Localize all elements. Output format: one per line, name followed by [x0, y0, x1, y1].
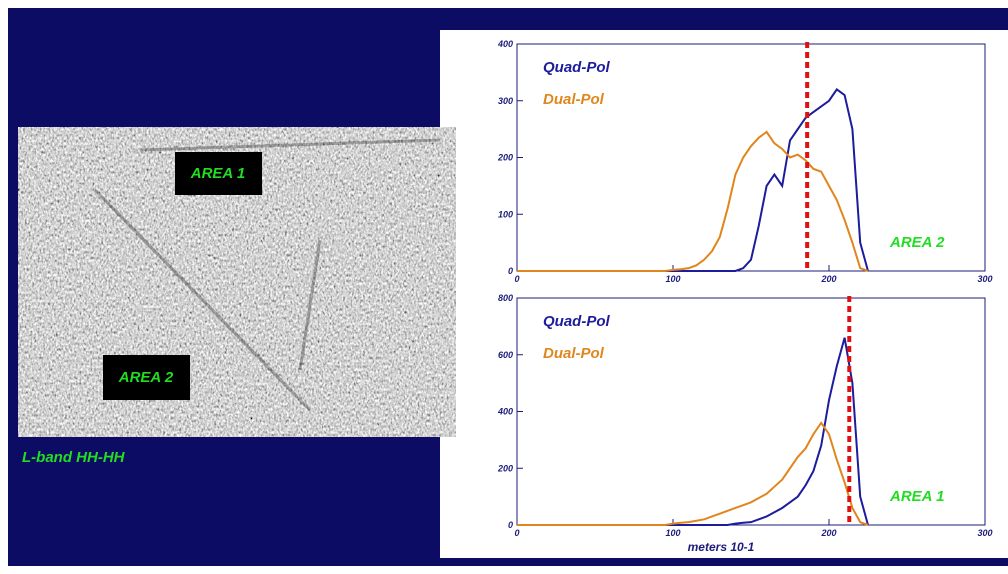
area-annotation: AREA 1 — [889, 488, 944, 505]
y-tick-label: 200 — [497, 153, 513, 163]
y-tick-label: 200 — [497, 463, 513, 473]
x-tick-label: 300 — [977, 528, 992, 538]
x-tick-label: 0 — [514, 528, 519, 538]
x-tick-label: 100 — [665, 528, 680, 538]
legend-entry: Quad-Pol — [543, 59, 610, 76]
legend-entry: Quad-Pol — [543, 313, 610, 330]
area-label: AREA 1 — [190, 165, 245, 182]
y-tick-label: 300 — [498, 96, 513, 106]
image-caption: L-band HH-HH — [22, 449, 126, 466]
y-tick-label: 600 — [498, 350, 513, 360]
area-annotation: AREA 2 — [889, 234, 945, 251]
y-tick-label: 800 — [498, 293, 513, 303]
legend-entry: Dual-Pol — [543, 345, 605, 362]
y-tick-label: 100 — [498, 209, 513, 219]
legend-entry: Dual-Pol — [543, 91, 605, 108]
y-tick-label: 0 — [508, 520, 513, 530]
x-axis-label: meters 10-1 — [688, 540, 755, 554]
x-tick-label: 200 — [820, 274, 836, 284]
x-tick-label: 100 — [665, 274, 680, 284]
x-tick-label: 200 — [820, 528, 836, 538]
x-tick-label: 0 — [514, 274, 519, 284]
y-tick-label: 0 — [508, 266, 513, 276]
y-tick-label: 400 — [497, 407, 513, 417]
area-label: AREA 2 — [118, 369, 174, 386]
chart-panel — [440, 30, 1008, 558]
slide: AREA 1 AREA 2 L-band HH-HH 0 100 200 300 0 10… — [0, 0, 1008, 574]
x-tick-label: 300 — [977, 274, 992, 284]
y-tick-label: 400 — [497, 39, 513, 49]
